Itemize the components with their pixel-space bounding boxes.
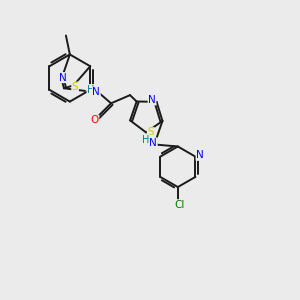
Text: N: N [59,73,67,82]
Text: Cl: Cl [174,200,185,210]
Text: N: N [196,150,204,160]
Text: O: O [91,115,99,125]
Text: S: S [147,128,154,137]
Text: S: S [72,82,78,92]
Text: N: N [149,138,157,148]
Text: H: H [142,135,150,145]
Text: N: N [148,95,156,105]
Text: H: H [87,85,94,94]
Text: N: N [92,87,100,97]
